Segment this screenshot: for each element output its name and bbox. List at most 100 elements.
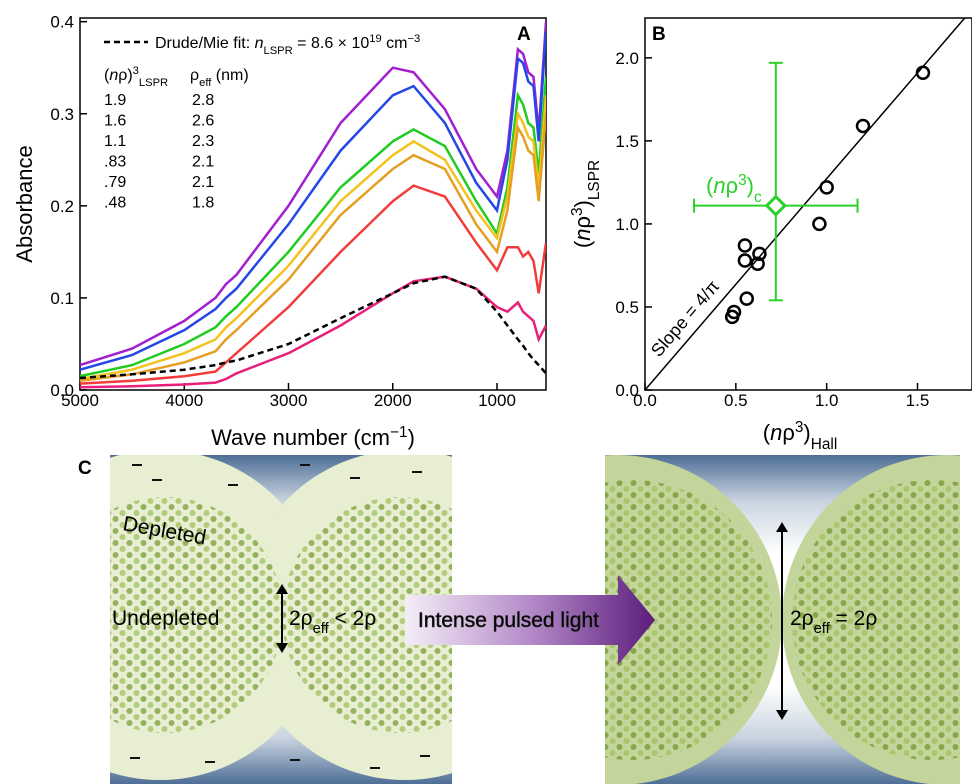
- y-axis-label-part: n: [570, 229, 595, 241]
- legend-rho: 2.6: [192, 113, 214, 130]
- y-axis-label: Absorbance: [12, 145, 37, 262]
- pulse-arrow: [405, 575, 655, 665]
- x-axis-label-part: ): [803, 420, 810, 445]
- highlight-label-part: c: [754, 189, 762, 206]
- legend-label: .83: [104, 154, 126, 171]
- panel-label: B: [652, 24, 666, 45]
- plot-frame: [79, 17, 547, 391]
- highlight-label: (nρ3)c: [706, 172, 762, 206]
- x-tick-label: 5000: [61, 391, 99, 410]
- legend-rho: 2.1: [192, 154, 214, 171]
- lines: [80, 21, 546, 389]
- legend-label-part: −3: [407, 33, 420, 45]
- depleted-scene: [110, 455, 452, 784]
- width-label: 2ρeff < 2ρ: [289, 607, 376, 637]
- arrow-label: Intense pulsed light: [418, 609, 599, 632]
- legend-label-part: cm: [382, 35, 408, 52]
- legend-label: 1.9: [104, 92, 126, 109]
- y-axis-label-part: 3: [569, 207, 586, 216]
- highlight-label-part: 3: [738, 172, 747, 189]
- undepleted-label: Undepleted: [112, 607, 219, 630]
- legend-label-part: 19: [369, 33, 381, 45]
- x-axis-label-part: ρ: [782, 420, 795, 445]
- series-line: [80, 113, 546, 383]
- plot-frame: [644, 17, 972, 391]
- undepleted-scene: [605, 455, 960, 784]
- point: [812, 216, 827, 232]
- legend-label-part: n: [255, 35, 264, 52]
- x-axis-label-part: ): [408, 425, 415, 450]
- x-axis-label-part: Hall: [811, 436, 838, 453]
- y-tick-label: 0.1: [50, 289, 74, 308]
- point: [855, 118, 871, 134]
- legend-rho: 1.8: [192, 195, 214, 212]
- legend-label: 1.6: [104, 113, 126, 130]
- series-line: [80, 21, 546, 367]
- legend-header-part: 3: [133, 65, 139, 77]
- x-axis-label-part: (: [763, 420, 771, 445]
- panel-label: A: [517, 24, 531, 45]
- width-label: 2ρeff = 2ρ: [790, 607, 877, 637]
- highlight-label-part: n: [713, 173, 725, 198]
- legend-label-part: = 8.6 × 10: [293, 35, 370, 52]
- legend-header: ρeff (nm): [190, 67, 249, 89]
- x-axis-label-part: Wave number (cm: [211, 425, 390, 450]
- legend-header-part: (nm): [211, 67, 248, 84]
- y-tick-label: 2.0: [615, 49, 639, 68]
- width-label-part: < 2ρ: [329, 607, 377, 630]
- y-tick-label: 0.2: [50, 197, 74, 216]
- series-line: [80, 95, 546, 381]
- x-axis-label: Wave number (cm−1): [211, 424, 415, 451]
- legend-label: .48: [104, 195, 126, 212]
- x-tick-label: 1.0: [815, 391, 839, 410]
- fit-label: Slope = 4/π: [647, 276, 723, 360]
- marks: [645, 18, 966, 390]
- y-tick-label: 0.5: [615, 298, 639, 317]
- y-tick-label: 1.0: [615, 215, 639, 234]
- x-tick-label: 0.0: [633, 391, 657, 410]
- point: [737, 238, 753, 253]
- legend-header-part: eff: [199, 77, 212, 89]
- series-line: [80, 76, 546, 378]
- series-line: [80, 30, 546, 371]
- x-tick-label: 4000: [165, 391, 203, 410]
- y-tick-label: 0.3: [50, 105, 74, 124]
- legend-header-part: LSPR: [139, 77, 168, 89]
- y-axis-label-part: ρ: [570, 216, 595, 229]
- legend-label: .79: [104, 174, 126, 191]
- x-axis-label-part: n: [770, 420, 782, 445]
- highlight-label-part: ): [747, 173, 754, 198]
- legend-rho: 2.8: [192, 92, 214, 109]
- y-axis-label: (nρ3)LSPR: [569, 160, 603, 248]
- point: [819, 180, 834, 195]
- width-label-part: eff: [814, 621, 831, 637]
- x-axis-label-part: −1: [390, 424, 408, 441]
- legend-header-part: n: [109, 67, 118, 84]
- highlight-point: [764, 194, 787, 217]
- point: [726, 304, 742, 320]
- y-axis-label-part: ): [570, 200, 595, 207]
- legend-header-part: ρ: [190, 67, 199, 84]
- legend-header: (nρ)3LSPR: [104, 65, 168, 89]
- x-axis-label-part: 3: [795, 419, 804, 436]
- legend-rho: 2.3: [192, 133, 214, 150]
- legend-rho: 2.1: [192, 174, 214, 191]
- point: [739, 291, 754, 306]
- legend-label: 1.1: [104, 133, 126, 150]
- y-tick-label: 0.0: [50, 381, 74, 400]
- width-label-part: 2ρ: [289, 607, 313, 630]
- fit-line: [645, 18, 966, 390]
- series-line: [80, 184, 546, 385]
- y-axis-label-part: (: [570, 240, 595, 248]
- y-tick-label: 0.4: [50, 13, 74, 32]
- x-tick-label: 1.5: [906, 391, 930, 410]
- width-label-part: = 2ρ: [830, 607, 878, 630]
- x-tick-label: 1000: [478, 391, 516, 410]
- x-tick-label: 3000: [270, 391, 308, 410]
- width-arrows: [276, 522, 788, 720]
- highlight-label-part: (: [706, 173, 714, 198]
- width-label-part: eff: [313, 621, 330, 637]
- width-label-part: 2ρ: [790, 607, 814, 630]
- series-line: [80, 275, 546, 389]
